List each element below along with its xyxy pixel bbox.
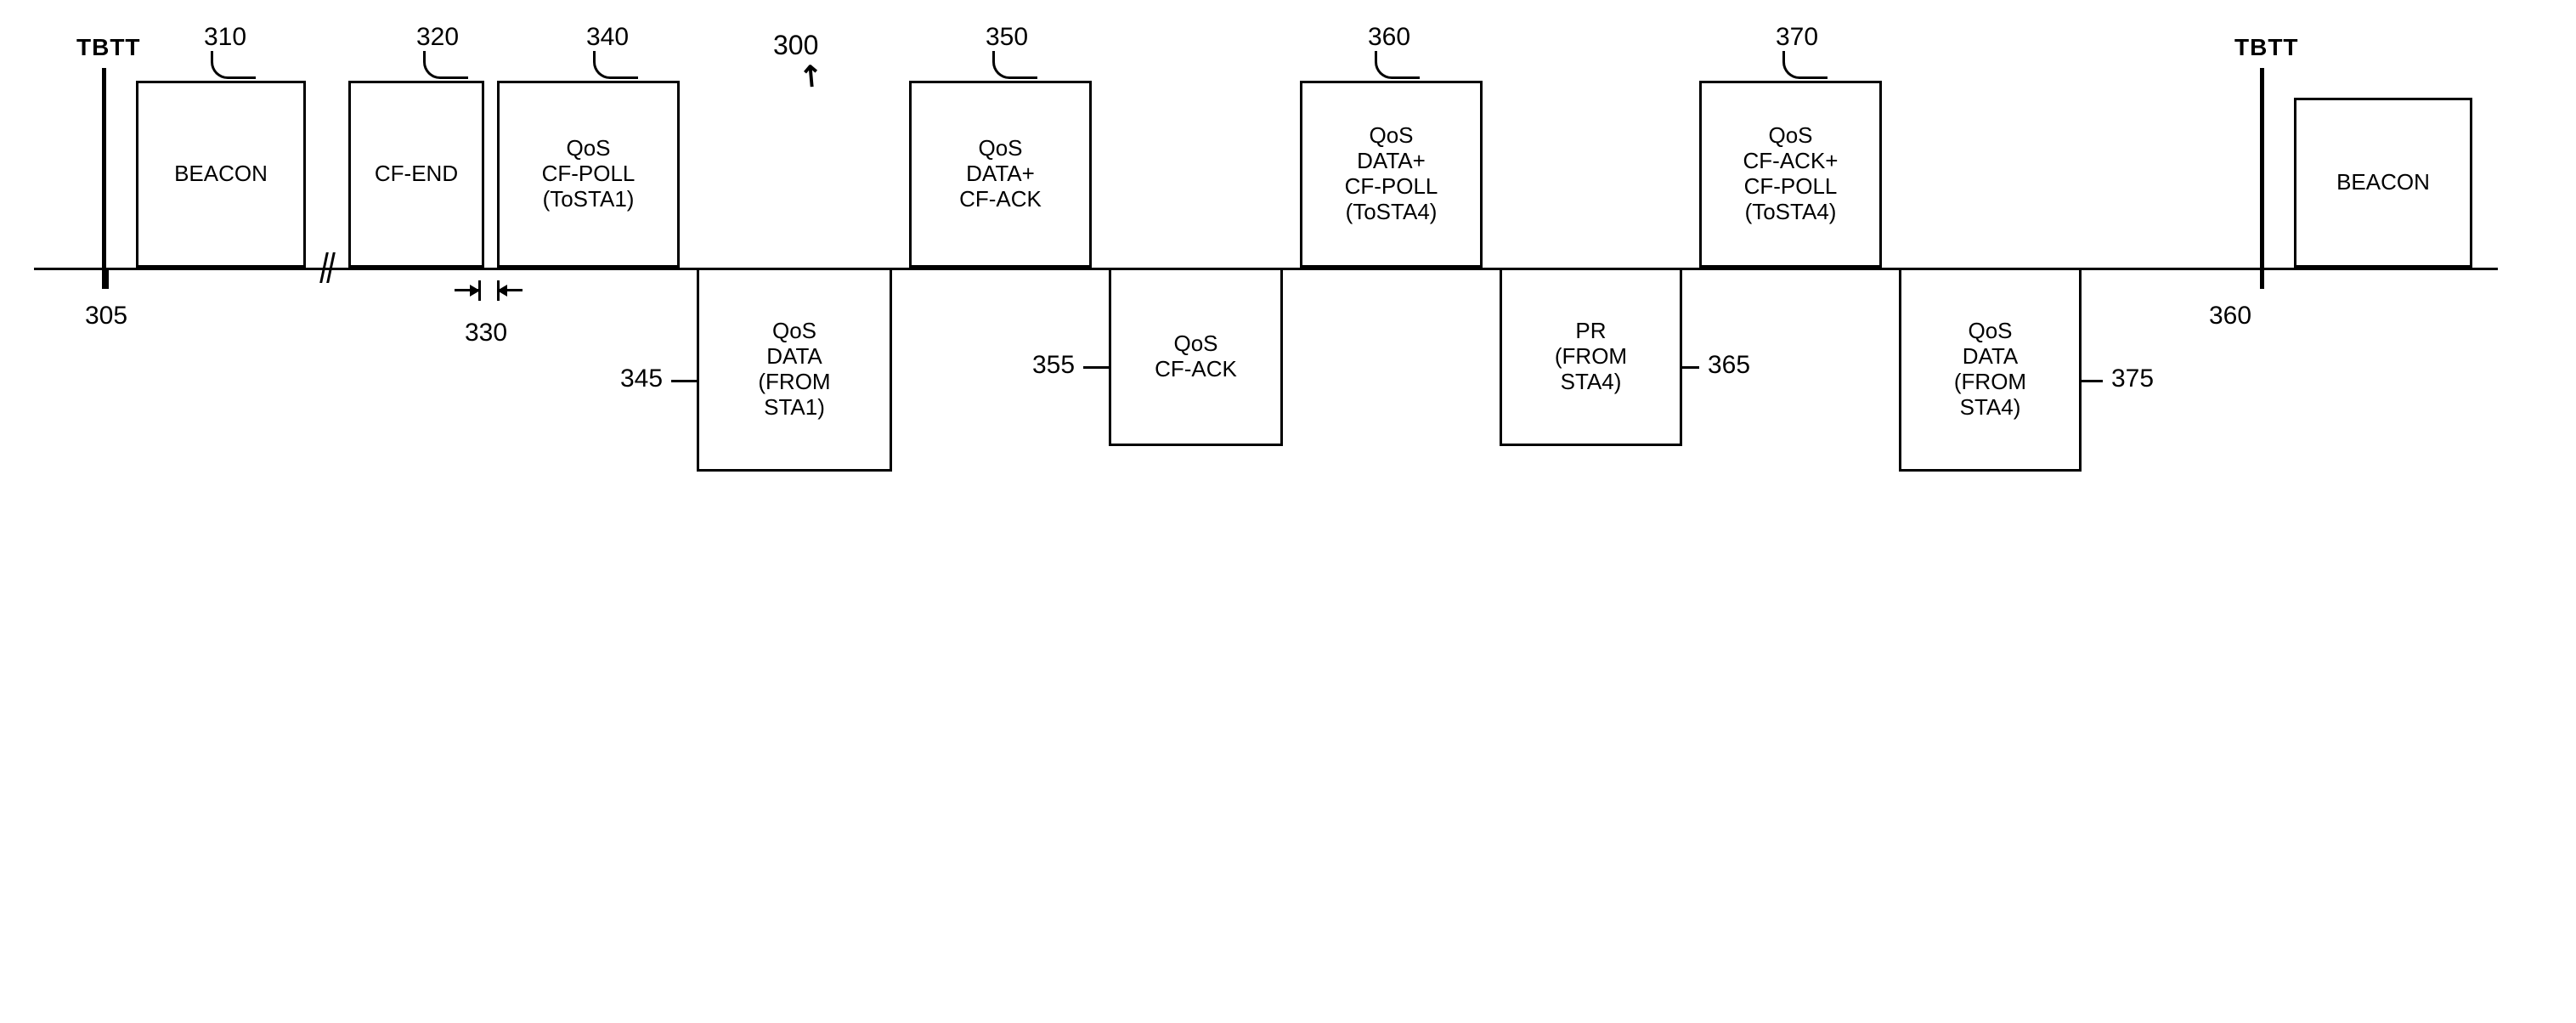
ref-355: 355 [1032,351,1075,380]
hook-310 [211,51,256,79]
frame-365: PR(FROMSTA4) [1500,268,1682,446]
sifs-arrow-right [499,289,523,291]
lead-375 [2082,380,2103,382]
ref-330: 330 [465,319,507,348]
hook-320 [423,51,468,79]
frame-310: BEACON [136,81,306,268]
frame-370: QoSCF-ACK+CF-POLL(ToSTA4) [1699,81,1882,268]
tbtt-marker [2260,68,2264,289]
ref-360: 360 [1368,23,1410,52]
lead-345 [671,380,697,382]
tbtt-label: TBTT [76,34,141,61]
hook-370 [1782,51,1827,79]
tick-360b [2260,270,2262,289]
frame-360: QoSDATA+CF-POLL(ToSTA4) [1300,81,1483,268]
ref-360b: 360 [2209,302,2251,331]
hook-340 [593,51,638,79]
timing-diagram: TBTTTBTT305300↘BEACON310CF-END320QoSCF-P… [34,34,2498,501]
sifs-arrow-left [455,289,478,291]
frame-355: QoSCF-ACK [1109,268,1283,446]
sifs-tick-r [497,280,500,301]
lead-365 [1682,366,1699,369]
ref-375: 375 [2111,365,2154,393]
timeline-break [323,252,335,283]
ref-350: 350 [986,23,1028,52]
hook-360 [1375,51,1420,79]
tick-305 [106,270,109,289]
frame-350: QoSDATA+CF-ACK [909,81,1092,268]
hook-350 [992,51,1037,79]
ref-310: 310 [204,23,246,52]
ref-320: 320 [416,23,459,52]
lead-355 [1083,366,1109,369]
frame-345: QoSDATA(FROMSTA1) [697,268,892,472]
ref-340: 340 [586,23,629,52]
ref-345: 345 [620,365,663,393]
ref-370: 370 [1776,23,1818,52]
sifs-tick-l [478,280,481,301]
ref-300-arrow: ↘ [790,56,831,98]
tbtt-label: TBTT [2234,34,2299,61]
frame-375: QoSDATA(FROMSTA4) [1899,268,2082,472]
tbtt-marker [102,68,106,289]
frame-340: QoSCF-POLL(ToSTA1) [497,81,680,268]
ref-365: 365 [1708,351,1750,380]
frame-beacon2: BEACON [2294,98,2472,268]
frame-320: CF-END [348,81,484,268]
ref-305: 305 [85,302,127,331]
